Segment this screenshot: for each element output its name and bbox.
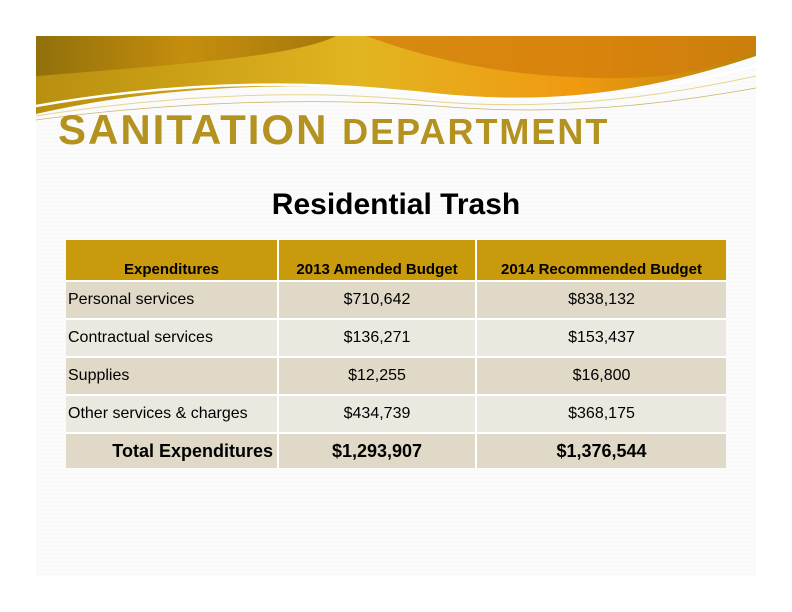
row-label: Personal services [66,280,279,319]
row-label: Supplies [66,356,279,395]
row-label: Other services & charges [66,394,279,433]
slide-subtitle: Residential Trash [271,188,521,221]
slide: SANITATION DEPARTMENT Residential Trash … [36,36,756,576]
total-label: Total Expenditures [66,432,279,468]
total-2013-value: $1,293,907 [278,432,477,468]
row-2013-value: $710,642 [278,280,477,319]
table-total-row: Total Expenditures $1,293,907 $1,376,544 [66,432,726,468]
row-2014-value: $838,132 [476,280,726,319]
table-header-row: Expenditures 2013 Amended Budget 2014 Re… [66,240,726,281]
expenditures-table: Expenditures 2013 Amended Budget 2014 Re… [66,240,726,468]
row-2013-value: $12,255 [278,356,477,395]
header-2014-recommended-budget: 2014 Recommended Budget [476,240,726,281]
row-2014-value: $16,800 [476,356,726,395]
row-label: Contractual services [66,318,279,357]
row-2014-value: $153,437 [476,318,726,357]
decorative-gold-swoosh [36,36,756,121]
table-row: Supplies $12,255 $16,800 [66,356,726,395]
title-word-department: DEPARTMENT [342,111,610,152]
row-2014-value: $368,175 [476,394,726,433]
total-2014-value: $1,376,544 [476,432,726,468]
page-title: SANITATION DEPARTMENT [58,106,609,154]
title-word-sanitation: SANITATION [58,106,329,153]
header-expenditures: Expenditures [66,240,279,281]
table-row: Contractual services $136,271 $153,437 [66,318,726,357]
row-2013-value: $434,739 [278,394,477,433]
row-2013-value: $136,271 [278,318,477,357]
table-row: Personal services $710,642 $838,132 [66,280,726,319]
header-2013-amended-budget: 2013 Amended Budget [278,240,477,281]
table-row: Other services & charges $434,739 $368,1… [66,394,726,433]
